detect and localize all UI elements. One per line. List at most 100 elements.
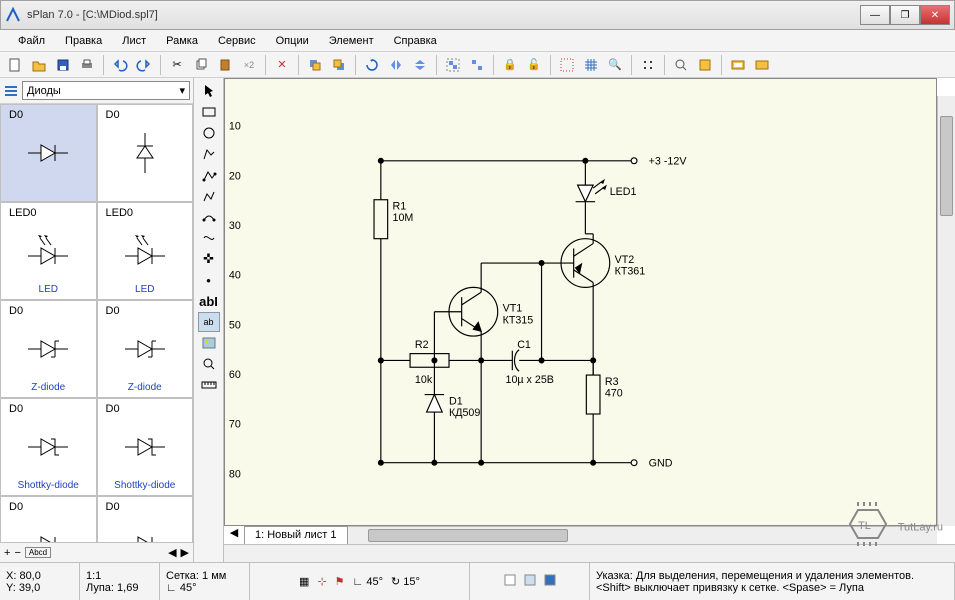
frame2-icon[interactable] <box>751 54 773 76</box>
zoom-icon[interactable] <box>670 54 692 76</box>
measure-tool-icon[interactable] <box>198 375 220 395</box>
angle45-icon[interactable]: ∟ 45° <box>353 576 383 588</box>
next-icon[interactable]: ▶ <box>181 546 189 559</box>
node-tool-icon[interactable]: ✜ <box>198 249 220 269</box>
dots-icon[interactable] <box>637 54 659 76</box>
layer3-icon[interactable] <box>543 573 557 590</box>
svg-text:50: 50 <box>229 319 241 331</box>
back-icon[interactable] <box>328 54 350 76</box>
svg-text:GND: GND <box>649 458 673 470</box>
palette-item[interactable]: D0 <box>97 104 194 202</box>
rotate-icon[interactable] <box>361 54 383 76</box>
paste-icon[interactable] <box>214 54 236 76</box>
status-grid: Сетка: 1 мм <box>166 570 243 582</box>
palette-item[interactable]: D0Z-diode <box>0 300 97 398</box>
svg-text:КД509: КД509 <box>449 407 480 419</box>
snap-toggle-icon[interactable]: ⊹ <box>317 575 326 588</box>
bezier-tool-icon[interactable] <box>198 228 220 248</box>
svg-text:20: 20 <box>229 170 241 182</box>
angle15-icon[interactable]: ↻ 15° <box>391 575 420 588</box>
save-icon[interactable] <box>52 54 74 76</box>
text-tool-icon[interactable]: abI <box>198 291 220 311</box>
menu-options[interactable]: Опции <box>266 32 319 50</box>
minimize-button[interactable]: — <box>860 5 890 25</box>
palette-item[interactable]: D0Shottky-diode <box>97 398 194 496</box>
rect-tool-icon[interactable] <box>198 102 220 122</box>
vertical-scrollbar[interactable] <box>937 96 955 526</box>
zoom-tool-icon[interactable] <box>198 354 220 374</box>
tab-scroll-left-icon[interactable]: ◀ <box>224 526 244 544</box>
fliph-icon[interactable] <box>385 54 407 76</box>
unlock-icon[interactable]: 🔓 <box>523 54 545 76</box>
new-icon[interactable] <box>4 54 26 76</box>
palette-item[interactable]: D0Z-diode <box>97 300 194 398</box>
maximize-button[interactable]: ❐ <box>890 5 920 25</box>
cut-icon[interactable]: ✂ <box>166 54 188 76</box>
menu-service[interactable]: Сервис <box>208 32 266 50</box>
sheet-tab[interactable]: 1: Новый лист 1 <box>244 526 348 544</box>
delete-icon[interactable]: ✕ <box>271 54 293 76</box>
svg-text:10M: 10M <box>393 212 414 224</box>
undo-icon[interactable] <box>109 54 131 76</box>
open-icon[interactable] <box>28 54 50 76</box>
label-tool-icon[interactable]: ab <box>198 312 220 332</box>
library-icon[interactable] <box>3 83 19 99</box>
menu-help[interactable]: Справка <box>384 32 447 50</box>
frame1-icon[interactable] <box>727 54 749 76</box>
menu-file[interactable]: Файл <box>8 32 55 50</box>
find-icon[interactable]: 🔍 <box>604 54 626 76</box>
print-icon[interactable] <box>76 54 98 76</box>
palette-item[interactable]: D0 <box>0 496 97 542</box>
prev-icon[interactable]: ◀ <box>168 546 176 559</box>
front-icon[interactable] <box>304 54 326 76</box>
component-caption: Shottky-diode <box>98 480 193 491</box>
junction-tool-icon[interactable]: • <box>198 270 220 290</box>
svg-text:C1: C1 <box>517 339 531 351</box>
component-palette: D0D0LED0LEDLED0LEDD0Z-diodeD0Z-diodeD0Sh… <box>0 104 193 542</box>
zoom-out-icon[interactable]: − <box>14 547 20 559</box>
circle-tool-icon[interactable] <box>198 123 220 143</box>
component-caption: Shottky-diode <box>1 480 96 491</box>
pointer-tool-icon[interactable] <box>198 81 220 101</box>
snap-icon[interactable] <box>556 54 578 76</box>
lock-icon[interactable]: 🔒 <box>499 54 521 76</box>
palette-item[interactable]: D0 Shottky-diode <box>0 398 97 496</box>
layer1-icon[interactable] <box>503 573 517 590</box>
curve-tool-icon[interactable] <box>198 207 220 227</box>
grid-icon[interactable] <box>580 54 602 76</box>
component-ref: D0 <box>9 403 23 415</box>
palette-item[interactable]: LED0LED <box>97 202 194 300</box>
arc-tool-icon[interactable] <box>198 165 220 185</box>
flipv-icon[interactable] <box>409 54 431 76</box>
copy-icon[interactable] <box>190 54 212 76</box>
palette-item[interactable]: D0 <box>97 496 194 542</box>
zoomfit-icon[interactable] <box>694 54 716 76</box>
menu-edit[interactable]: Правка <box>55 32 112 50</box>
label-toggle-icon[interactable]: Abcd <box>25 547 51 558</box>
ungroup-icon[interactable] <box>466 54 488 76</box>
duplicate-icon[interactable]: ×2 <box>238 54 260 76</box>
library-select[interactable]: Диоды ▾ <box>22 81 190 100</box>
menu-sheet[interactable]: Лист <box>112 32 156 50</box>
svg-text:LED1: LED1 <box>610 186 637 198</box>
menu-frame[interactable]: Рамка <box>156 32 208 50</box>
horizontal-scrollbar[interactable] <box>348 526 937 544</box>
redo-icon[interactable] <box>133 54 155 76</box>
palette-item[interactable]: D0 <box>0 104 97 202</box>
svg-text:70: 70 <box>229 419 241 431</box>
component-ref: D0 <box>106 501 120 513</box>
canvas[interactable]: 1020304050607080 +3 -12V R1 10M <box>224 78 937 526</box>
group-icon[interactable] <box>442 54 464 76</box>
close-button[interactable]: ✕ <box>920 5 950 25</box>
layer2-icon[interactable] <box>523 573 537 590</box>
image-tool-icon[interactable] <box>198 333 220 353</box>
zoom-in-icon[interactable]: + <box>4 547 10 559</box>
rubber-toggle-icon[interactable]: ⚑ <box>335 575 345 588</box>
line-tool-icon[interactable] <box>198 186 220 206</box>
grid-toggle-icon[interactable]: ▦ <box>299 575 309 588</box>
svg-text:10k: 10k <box>415 374 433 386</box>
palette-item[interactable]: LED0LED <box>0 202 97 300</box>
menu-element[interactable]: Элемент <box>319 32 384 50</box>
poly-tool-icon[interactable] <box>198 144 220 164</box>
svg-text:+3 -12V: +3 -12V <box>649 156 688 168</box>
